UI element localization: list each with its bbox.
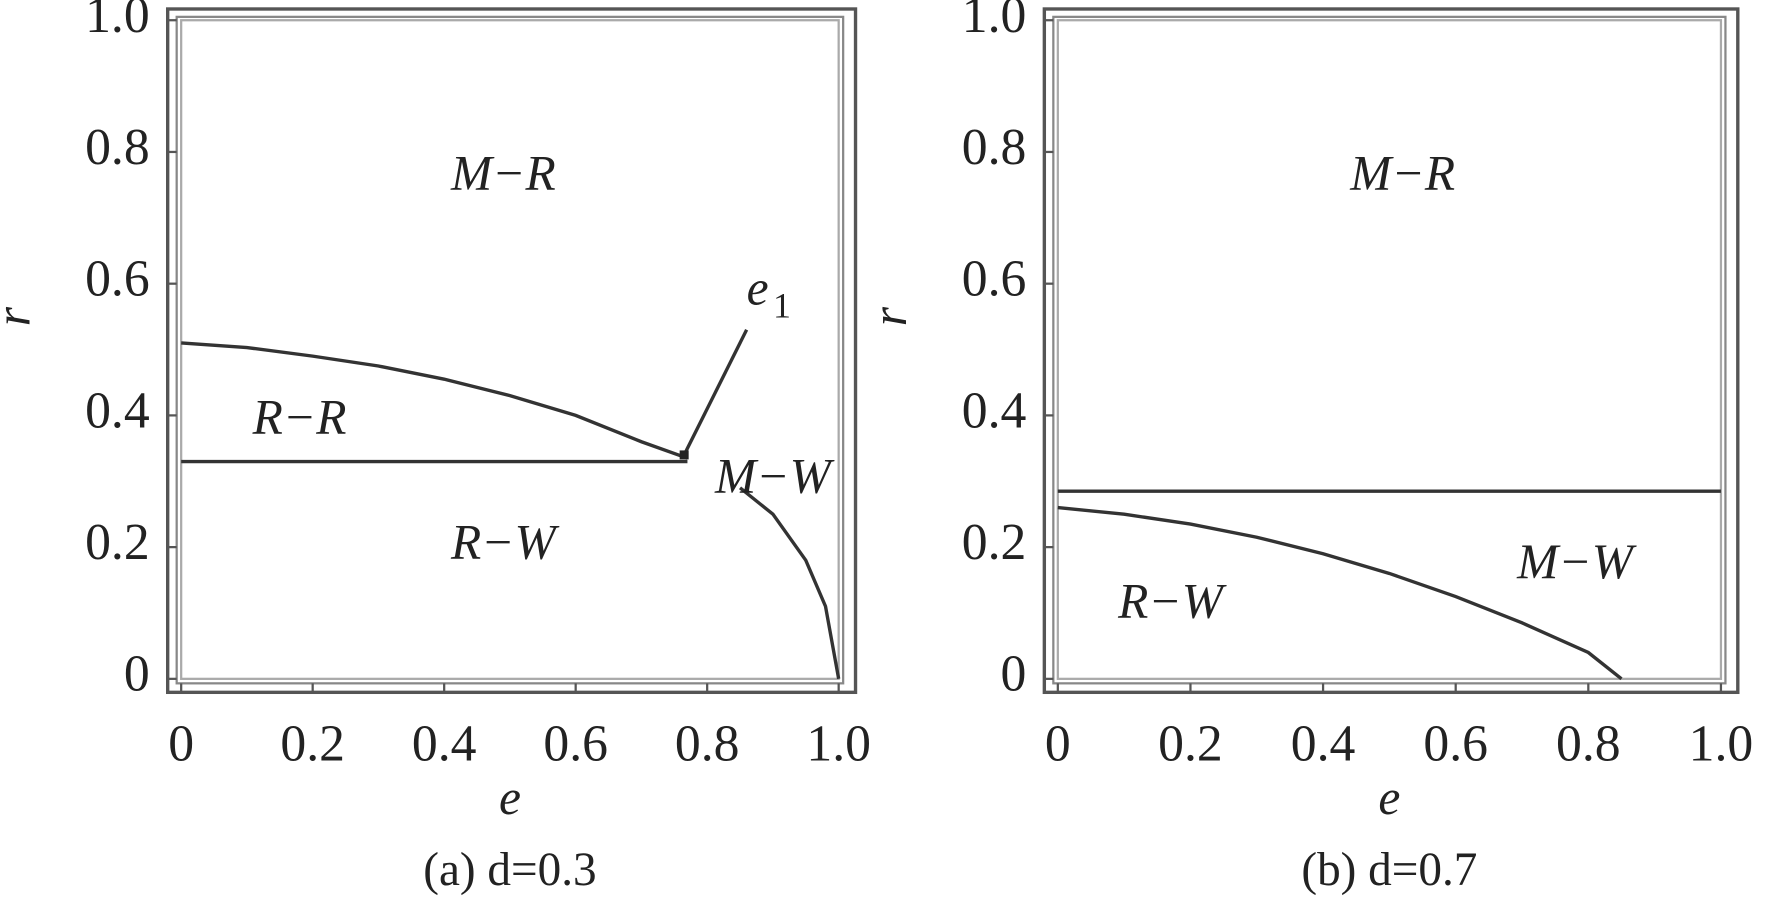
y-tick-label: 0.2 <box>962 514 1027 571</box>
region-label: M−R <box>450 146 556 201</box>
y-tick-label: 0.8 <box>85 119 150 176</box>
x-tick-label: 0 <box>168 715 194 772</box>
y-tick-label: 1.0 <box>85 0 150 44</box>
y-tick-label: 0.2 <box>85 514 150 571</box>
x-tick-label: 0.2 <box>280 715 345 772</box>
plot-box <box>1056 19 1723 680</box>
chart-title: (b) d=0.7 <box>1301 844 1477 896</box>
region-label: R−W <box>450 514 560 569</box>
y-tick-label: 0.4 <box>85 382 150 439</box>
y-tick-label: 0.6 <box>962 251 1027 308</box>
pointer <box>682 329 749 456</box>
region-label: M−R <box>1349 146 1455 201</box>
x-tick-label: 0.8 <box>675 715 740 772</box>
x-axis-label: e <box>1378 770 1400 825</box>
frame-outer <box>166 7 858 695</box>
boundary-line <box>738 486 841 680</box>
y-tick-label: 0.8 <box>962 119 1027 176</box>
x-tick-label: 0.2 <box>1158 715 1223 772</box>
x-tick-label: 0.4 <box>1291 715 1356 772</box>
x-tick-label: 0.8 <box>1556 715 1621 772</box>
y-tick-label: 0 <box>1001 646 1027 703</box>
region-label: R−R <box>252 389 347 444</box>
y-tick-label: 0.6 <box>85 251 150 308</box>
boundary-line <box>181 341 689 460</box>
x-tick-label: 1.0 <box>1689 715 1754 772</box>
x-tick-label: 0.6 <box>1423 715 1488 772</box>
y-tick-label: 0.4 <box>962 382 1027 439</box>
region-label: R−W <box>1117 574 1227 629</box>
y-tick-label: 1.0 <box>962 0 1027 44</box>
frame-inner <box>1052 15 1727 685</box>
x-tick-label: 0.6 <box>543 715 608 772</box>
pointer-label-sub: 1 <box>773 286 791 326</box>
x-tick-label: 0 <box>1045 715 1071 772</box>
plot-box <box>180 19 840 680</box>
frame-outer <box>1042 7 1740 695</box>
y-tick-label: 0 <box>124 646 150 703</box>
y-axis-label: r <box>862 306 917 326</box>
region-label: M−W <box>1516 534 1637 589</box>
frame-inner <box>175 15 845 685</box>
region-label: M−W <box>714 449 835 504</box>
x-tick-label: 1.0 <box>806 715 871 772</box>
pointer-label-text: e <box>747 261 769 316</box>
y-axis-label: r <box>0 306 41 326</box>
boundary-line <box>1057 505 1623 681</box>
pointer-dot <box>679 450 689 460</box>
x-axis-label: e <box>499 770 521 825</box>
chart-title: (a) d=0.3 <box>423 844 596 896</box>
x-tick-label: 0.4 <box>412 715 477 772</box>
